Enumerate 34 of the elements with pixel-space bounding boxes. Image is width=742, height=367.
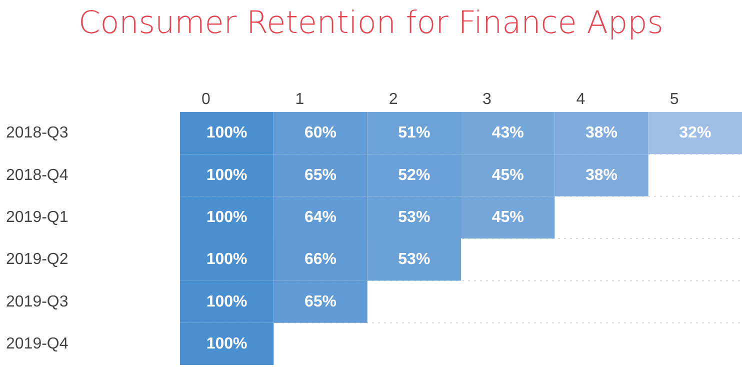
data-label: 38%: [585, 166, 618, 184]
data-label: 43%: [492, 124, 524, 142]
data-label: 100%: [206, 208, 248, 226]
y-tick-label: 2018-Q4: [6, 166, 68, 184]
data-label: 45%: [492, 166, 524, 184]
data-label: 38%: [585, 124, 618, 142]
x-tick-label: 0: [202, 91, 211, 108]
x-tick-label: 1: [295, 91, 304, 108]
data-label: 66%: [304, 251, 337, 268]
x-tick-label: 2: [388, 91, 398, 108]
data-label: 100%: [206, 124, 248, 142]
data-label: 100%: [206, 293, 248, 310]
y-tick-label: 2019-Q1: [6, 208, 68, 226]
data-label: 32%: [679, 124, 712, 142]
y-tick-label: 2018-Q3: [6, 124, 68, 142]
x-tick-label: 4: [576, 91, 586, 108]
data-label: 65%: [304, 166, 337, 184]
data-label: 45%: [492, 208, 524, 226]
y-tick-label: 2019-Q4: [6, 335, 68, 352]
data-label: 53%: [398, 208, 430, 226]
data-label: 100%: [206, 335, 248, 352]
data-label: 51%: [398, 124, 430, 142]
chart-title: Consumer Retention for Finance Apps: [78, 4, 664, 43]
data-label: 100%: [206, 251, 248, 268]
y-tick-label: 2019-Q2: [6, 251, 68, 268]
data-label: 60%: [304, 124, 337, 142]
y-tick-label: 2019-Q3: [6, 293, 68, 310]
data-label: 53%: [398, 251, 430, 268]
data-label: 65%: [304, 293, 337, 310]
data-label: 100%: [206, 166, 248, 184]
data-label: 52%: [398, 166, 430, 184]
x-tick-label: 5: [670, 91, 679, 108]
data-label: 64%: [304, 208, 337, 226]
x-tick-label: 3: [482, 91, 492, 108]
